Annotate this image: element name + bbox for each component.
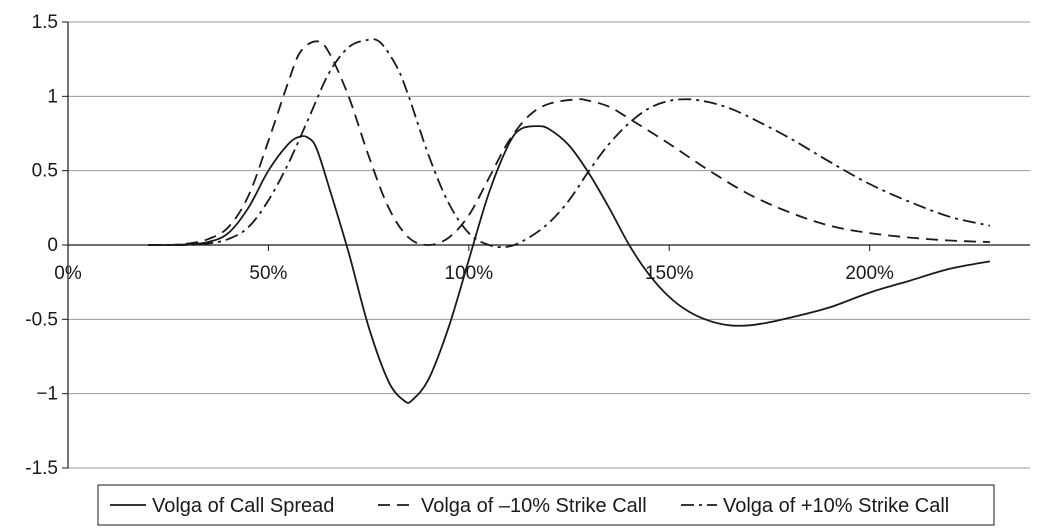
legend-box xyxy=(97,484,995,526)
x-tick-label-1: 50% xyxy=(249,263,287,284)
legend-label-2: Volga of +10% Strike Call xyxy=(723,495,949,517)
y-tick-label-5: −1 xyxy=(36,384,58,405)
series-line-call-spread xyxy=(148,125,991,404)
y-tick-label-2: 0.5 xyxy=(32,161,58,182)
y-tick-label-0: 1.5 xyxy=(32,12,58,33)
gridlines xyxy=(68,21,1030,469)
legend-label-0: Volga of Call Spread xyxy=(152,495,334,517)
x-tick-label-3: 150% xyxy=(645,263,694,284)
axes: 1.5 1 0.5 0 -0.5 −1 -1.5 0% 50% 100% 150% 200% xyxy=(25,12,1030,479)
legend-label-1: Volga of –10% Strike Call xyxy=(421,495,647,517)
x-tick-label-0: 0% xyxy=(54,263,82,284)
x-tick-label-4: 200% xyxy=(845,263,894,284)
y-tick-label-3: 0 xyxy=(47,235,58,256)
y-tick-label-6: -1.5 xyxy=(25,458,58,479)
y-tick-label-4: -0.5 xyxy=(25,309,58,330)
series-lines xyxy=(148,38,991,404)
series-line-minus10-strike xyxy=(148,40,990,246)
y-tick-label-1: 1 xyxy=(47,86,58,107)
legend: Volga of Call Spread Volga of –10% Strike… xyxy=(97,484,995,526)
series-line-plus10-strike xyxy=(148,38,991,249)
x-tick-label-2: 100% xyxy=(445,263,494,284)
